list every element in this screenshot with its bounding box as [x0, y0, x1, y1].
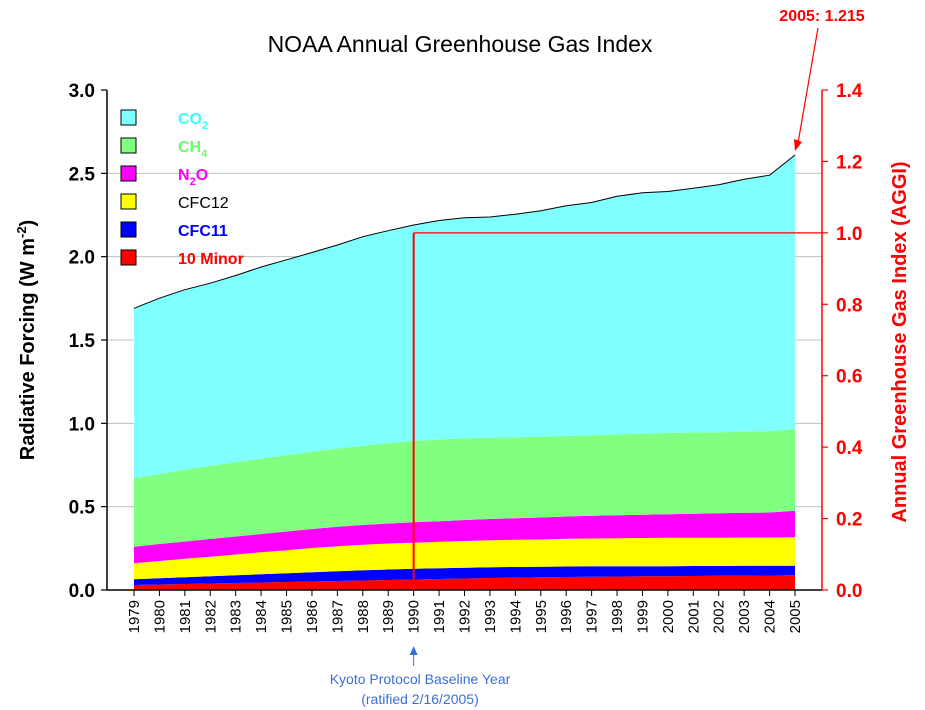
area-10-minor	[134, 575, 795, 590]
legend-label-sub-1: 4	[201, 148, 208, 160]
x-ticks: 1979 1980 1981 1982 1983 1984 1985 1986 1987 1988…	[126, 590, 804, 633]
legend-swatch-1	[120, 137, 137, 154]
left-tick-label-2: 1.0	[69, 414, 95, 435]
right-tick-label-1: 0.2	[836, 510, 862, 531]
callout-arrow	[797, 27, 819, 144]
x-tick-label-1995: 1995	[533, 600, 550, 633]
y-axis-label-main: Radiative Forcing (W m	[17, 238, 39, 460]
legend-swatch-3	[120, 193, 137, 210]
legend-label-base-1: CH	[178, 139, 201, 156]
area-n2o	[134, 510, 795, 564]
x-tick-label-1996: 1996	[558, 600, 575, 633]
y-axis-label: Radiative Forcing (W m-2)	[14, 220, 39, 460]
stacked-areas	[133, 154, 796, 590]
right-tick-label-2: 0.4	[836, 438, 863, 459]
legend-label-3: CFC12	[178, 195, 229, 212]
left-y-ticks: 0.0 0.5 1.0 1.5 2.0 2.5 3.0	[69, 81, 107, 602]
chart-title: NOAA Annual Greenhouse Gas Index	[268, 31, 653, 57]
x-tick-label-1999: 1999	[634, 600, 651, 633]
x-tick-label-1982: 1982	[202, 600, 219, 633]
x-tick-label-1983: 1983	[228, 600, 245, 633]
left-tick-label-4: 2.0	[69, 248, 95, 269]
baseline-note-arrow-head	[409, 646, 418, 655]
x-tick-label-1998: 1998	[609, 600, 626, 633]
legend-label-base-2: N	[178, 167, 190, 184]
x-tick-label-1987: 1987	[329, 600, 346, 633]
legend-label-4: CFC11	[178, 223, 228, 240]
x-tick-label-2002: 2002	[711, 600, 728, 633]
right-tick-label-6: 1.2	[836, 152, 862, 173]
right-tick-label-5: 1.0	[836, 224, 862, 245]
baseline-note-line2: (ratified 2/16/2005)	[361, 691, 479, 707]
y-axis-label-sup: -2	[14, 226, 29, 238]
legend-label-base-4: CFC11	[178, 223, 228, 240]
x-tick-label-1997: 1997	[584, 600, 601, 633]
legend-swatch-2	[120, 165, 137, 182]
legend-label-sub-0: 2	[202, 120, 208, 132]
baseline-note-line1: Kyoto Protocol Baseline Year	[330, 671, 511, 687]
right-tick-label-0: 0.0	[836, 581, 862, 602]
legend-label-2: N2O	[178, 167, 208, 188]
legend-label-tail-2: O	[196, 167, 208, 184]
area-co2	[134, 155, 795, 479]
x-tick-label-2005: 2005	[787, 600, 804, 633]
left-tick-label-5: 2.5	[69, 164, 96, 185]
x-tick-label-1993: 1993	[482, 600, 499, 633]
x-tick-label-1980: 1980	[151, 600, 168, 633]
right-tick-label-7: 1.4	[836, 81, 863, 102]
legend-label-sub-2: 2	[190, 176, 196, 188]
x-tick-label-1994: 1994	[507, 600, 524, 633]
right-tick-label-4: 0.8	[836, 295, 862, 316]
legend-label-base-0: CO	[178, 111, 202, 128]
callout-arrow-head	[794, 139, 802, 151]
x-tick-label-2003: 2003	[736, 600, 753, 633]
x-tick-label-1992: 1992	[457, 600, 474, 633]
x-tick-label-1986: 1986	[304, 600, 321, 633]
legend-swatch-4	[120, 221, 137, 238]
legend-swatch-0	[120, 109, 137, 126]
area-cfc11	[134, 565, 795, 585]
left-tick-label-6: 3.0	[69, 81, 95, 102]
x-tick-label-2001: 2001	[685, 600, 702, 633]
x-tick-label-1984: 1984	[253, 600, 270, 633]
total-forcing-line	[133, 154, 796, 309]
y-axis-label-end: )	[17, 220, 39, 227]
callout-label: 2005: 1.215	[779, 8, 865, 25]
x-tick-label-1988: 1988	[355, 600, 372, 633]
legend-label-0: CO2	[178, 111, 208, 132]
baseline-lines	[412, 232, 822, 590]
x-tick-label-1991: 1991	[431, 600, 448, 633]
legend-swatch-5	[120, 249, 137, 266]
left-tick-label-3: 1.5	[69, 331, 96, 352]
y2-axis-label: Annual Greenhouse Gas Index (AGGI)	[889, 161, 911, 522]
right-tick-label-3: 0.6	[836, 367, 862, 388]
area-ch4	[134, 429, 795, 547]
x-tick-label-1989: 1989	[380, 600, 397, 633]
x-tick-label-1985: 1985	[279, 600, 296, 633]
x-tick-label-2004: 2004	[762, 600, 779, 633]
legend-label-base-3: CFC12	[178, 195, 229, 212]
x-tick-label-1979: 1979	[126, 600, 143, 633]
area-cfc12	[134, 537, 795, 580]
legend-label-1: CH4	[178, 139, 208, 160]
legend-label-5: 10 Minor	[178, 251, 244, 268]
right-y-ticks: 0.0 0.2 0.4 0.6 0.8 1.0 1.2 1.4	[822, 81, 863, 602]
left-tick-label-0: 0.0	[69, 581, 95, 602]
x-tick-label-1990: 1990	[406, 600, 423, 633]
x-tick-label-2000: 2000	[660, 600, 677, 633]
left-tick-label-1: 0.5	[69, 498, 96, 519]
legend-label-base-5: 10 Minor	[178, 251, 244, 268]
x-tick-label-1981: 1981	[177, 600, 194, 633]
